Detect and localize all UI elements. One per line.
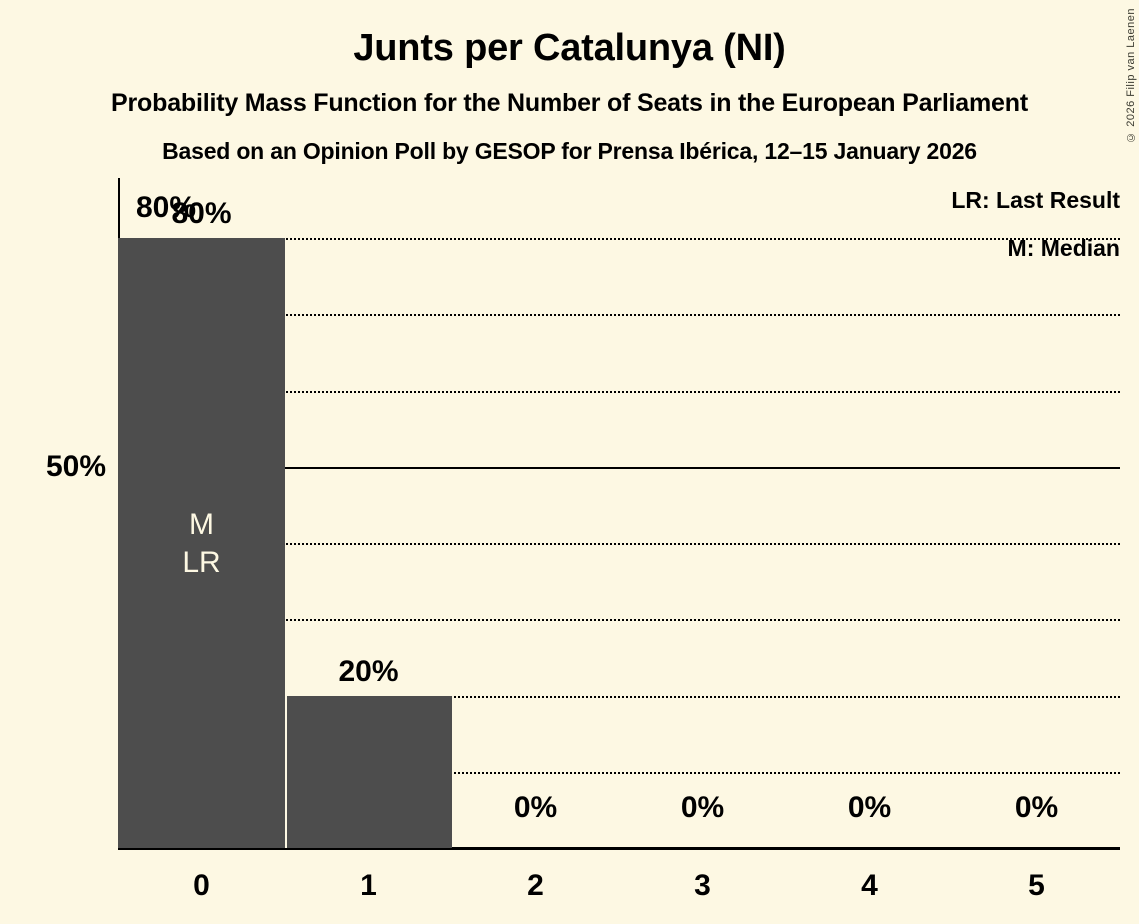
chart-title: Junts per Catalunya (NI) (353, 27, 786, 69)
marker-lr: LR (182, 546, 221, 579)
x-tick-label-0: 0 (193, 869, 210, 902)
legend-last-result: LR: Last Result (951, 187, 1120, 213)
bar-markers-0: M LR (118, 506, 285, 582)
marker-m: M (189, 508, 214, 541)
gridline-10 (118, 771, 1120, 774)
chart-subtitle: Probability Mass Function for the Number… (111, 89, 1028, 117)
value-label-1: 20% (338, 654, 399, 688)
y-tick-label-50: 50% (45, 449, 106, 483)
gridline-20 (118, 695, 1120, 698)
value-label-4: 0% (847, 791, 892, 824)
x-axis-line (118, 847, 1120, 850)
y-tick-label-80: 80% (136, 191, 197, 224)
gridline-40 (118, 543, 1120, 545)
gridline-60 (118, 390, 1120, 393)
x-tick-label-4: 4 (861, 869, 878, 902)
copyright-notice: © 2026 Filip van Laenen (1125, 8, 1137, 143)
x-tick-label-2: 2 (527, 869, 544, 902)
bar-seats-0: M LR (118, 238, 285, 848)
value-label-2: 0% (513, 791, 558, 824)
value-label-5: 0% (1014, 791, 1059, 824)
gridline-50 (118, 466, 1120, 469)
x-tick-label-1: 1 (360, 869, 377, 902)
gridline-30 (118, 619, 1120, 622)
bar-seats-1 (285, 695, 452, 848)
x-tick-label-5: 5 (1028, 869, 1045, 902)
chart-source-note: Based on an Opinion Poll by GESOP for Pr… (162, 138, 977, 164)
gridline-80 (118, 238, 1120, 240)
x-tick-label-3: 3 (694, 869, 711, 902)
plot-area: M LR 80% 20% 0% 0% 0% 0% (118, 178, 1120, 848)
gridline-70 (118, 314, 1120, 317)
value-label-3: 0% (680, 791, 725, 824)
value-label-0: 80% (171, 197, 232, 230)
